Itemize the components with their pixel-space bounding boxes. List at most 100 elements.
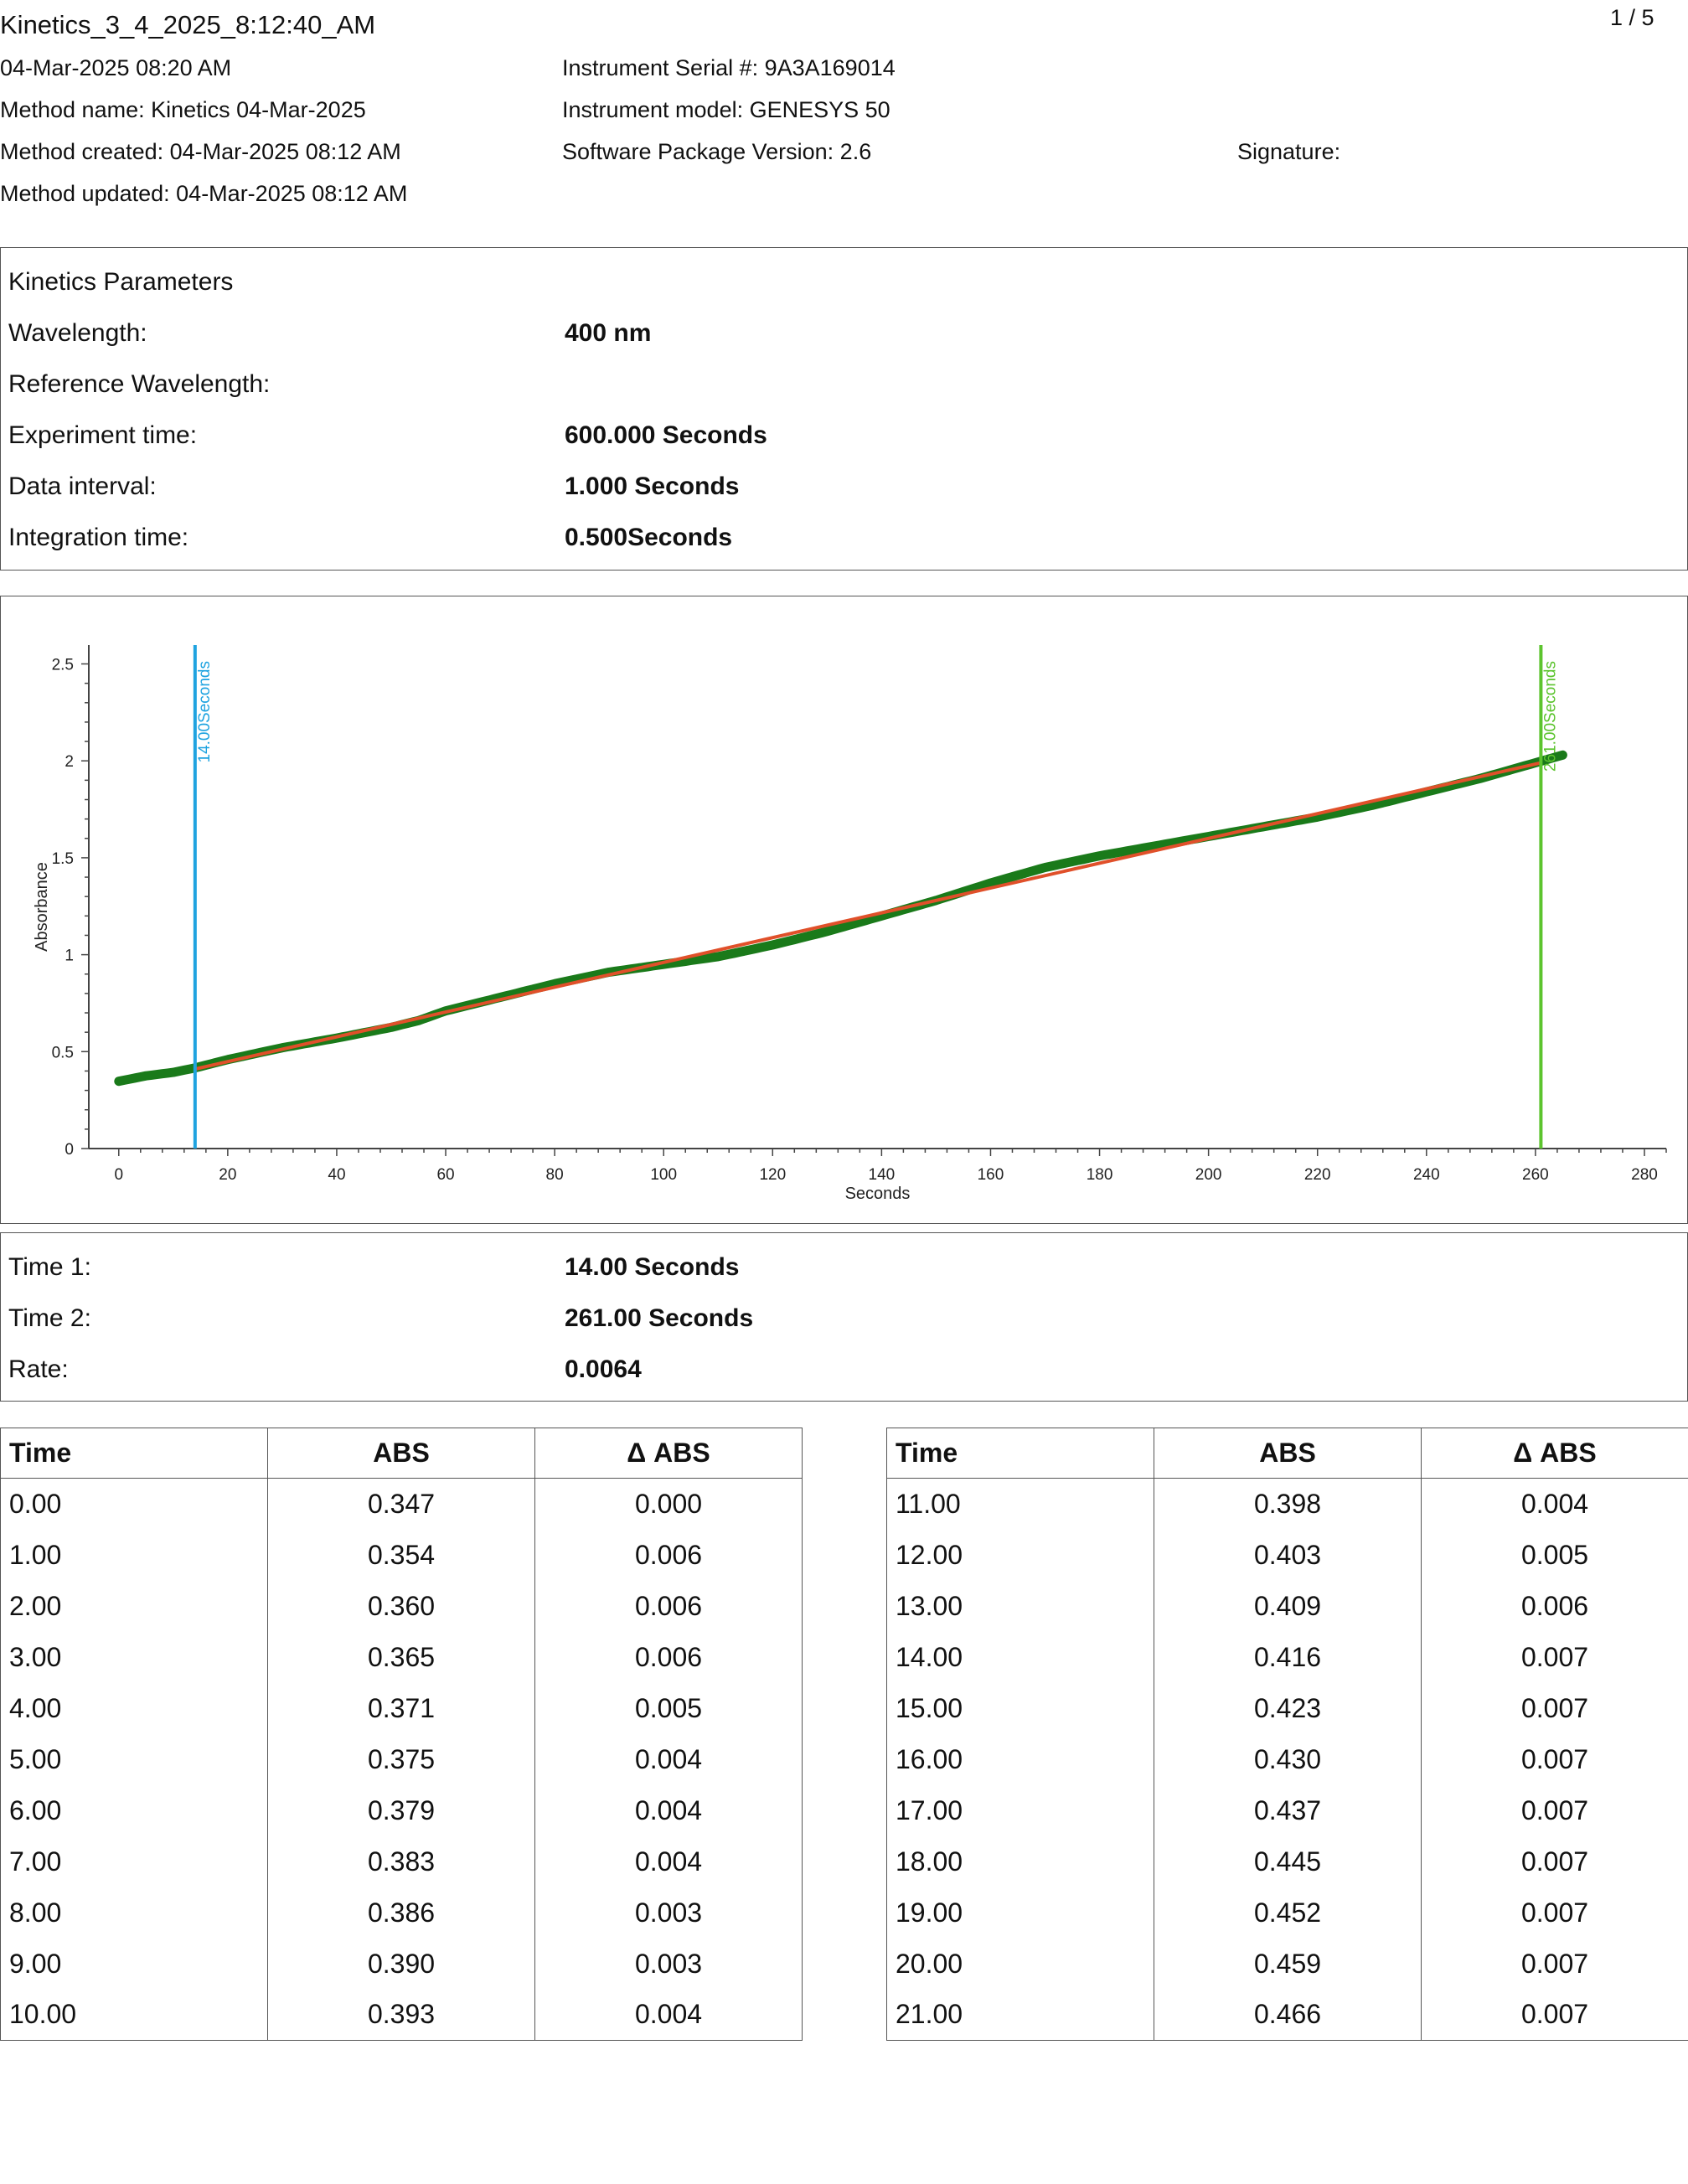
- cell-time: 16.00: [886, 1733, 1154, 1785]
- cell-delta-abs: 0.007: [1421, 1887, 1688, 1939]
- table-row: 6.00 0.379 0.004: [0, 1784, 803, 1836]
- y-tick-label: 1: [65, 947, 74, 965]
- cell-abs: 0.409: [1154, 1580, 1422, 1632]
- cell-abs: 0.416: [1154, 1631, 1422, 1683]
- cell-abs: 0.466: [1154, 1989, 1422, 2041]
- absorbance-data-band: [114, 750, 1567, 1087]
- cell-abs: 0.365: [267, 1631, 535, 1683]
- x-axis-label: Seconds: [845, 1185, 911, 1203]
- cell-time: 12.00: [886, 1529, 1154, 1581]
- x-tick-label: 40: [328, 1166, 345, 1184]
- cell-time: 0.00: [0, 1478, 268, 1530]
- method-name: Method name: Kinetics 04-Mar-2025: [0, 97, 366, 122]
- table-row: 11.00 0.398 0.004: [886, 1478, 1688, 1530]
- time1-marker-label: 14.00Seconds: [196, 661, 214, 763]
- param-label: Integration time:: [8, 524, 189, 551]
- column-header-abs: ABS: [267, 1428, 535, 1479]
- cell-delta-abs: 0.003: [534, 1938, 803, 1990]
- cell-time: 10.00: [0, 1989, 268, 2041]
- cell-delta-abs: 0.004: [534, 1784, 803, 1836]
- parameters-heading: Kinetics Parameters: [8, 268, 234, 296]
- cell-abs: 0.423: [1154, 1682, 1422, 1734]
- absorbance-chart: 14.00Seconds 261.00Seconds 0 20 40 60 80 100 12…: [33, 645, 1667, 1203]
- cell-delta-abs: 0.004: [1421, 1478, 1688, 1530]
- results-panel: Time 1: 14.00 Seconds Time 2: 261.00 Sec…: [0, 1232, 1688, 1402]
- cell-delta-abs: 0.007: [1421, 1733, 1688, 1785]
- cell-delta-abs: 0.005: [534, 1682, 803, 1734]
- x-tick-label: 20: [219, 1166, 236, 1184]
- table-row: 18.00 0.445 0.007: [886, 1835, 1688, 1887]
- table-row: 10.00 0.393 0.004: [0, 1989, 803, 2041]
- cell-time: 3.00: [0, 1631, 268, 1683]
- x-tick-label: 100: [650, 1166, 677, 1184]
- data-point: [1558, 751, 1567, 760]
- cell-delta-abs: 0.003: [534, 1887, 803, 1939]
- result-value: 14.00 Seconds: [565, 1253, 740, 1281]
- column-header-delta-abs: Δ ABS: [534, 1428, 803, 1479]
- software-version: Software Package Version: 2.6: [562, 139, 872, 164]
- page-number: 1 / 5: [1610, 5, 1654, 30]
- cell-time: 21.00: [886, 1989, 1154, 2041]
- x-tick-label: 120: [759, 1166, 786, 1184]
- cell-delta-abs: 0.000: [534, 1478, 803, 1530]
- time2-marker-label: 261.00Seconds: [1541, 661, 1559, 772]
- cell-time: 17.00: [886, 1784, 1154, 1836]
- table-header-row: Time ABS Δ ABS: [0, 1428, 803, 1479]
- y-tick-label: 2: [65, 753, 74, 771]
- table-row: 2.00 0.360 0.006: [0, 1580, 803, 1632]
- cell-time: 8.00: [0, 1887, 268, 1939]
- data-table-left: Time ABS Δ ABS 0.00 0.347 0.000 1.00 0.354 0.…: [0, 1428, 803, 2041]
- result-label: Time 1:: [8, 1253, 91, 1281]
- x-tick-label: 0: [114, 1166, 123, 1184]
- table-row: 19.00 0.452 0.007: [886, 1887, 1688, 1939]
- x-tick-label: 200: [1195, 1166, 1222, 1184]
- cell-abs: 0.360: [267, 1580, 535, 1632]
- x-tick-label: 60: [436, 1166, 454, 1184]
- result-value: 261.00 Seconds: [565, 1304, 754, 1332]
- table-row: 20.00 0.459 0.007: [886, 1938, 1688, 1990]
- table-row: 1.00 0.354 0.006: [0, 1529, 803, 1581]
- cell-time: 13.00: [886, 1580, 1154, 1632]
- cell-delta-abs: 0.007: [1421, 1938, 1688, 1990]
- table-row: 8.00 0.386 0.003: [0, 1887, 803, 1939]
- column-header-time: Time: [0, 1428, 268, 1479]
- x-tick-label: 260: [1522, 1166, 1549, 1184]
- cell-abs: 0.430: [1154, 1733, 1422, 1785]
- result-label: Rate:: [8, 1355, 69, 1383]
- cell-delta-abs: 0.004: [534, 1733, 803, 1785]
- instrument-model: Instrument model: GENESYS 50: [562, 97, 890, 122]
- column-header-abs: ABS: [1154, 1428, 1422, 1479]
- cell-time: 2.00: [0, 1580, 268, 1632]
- param-label: Reference Wavelength:: [8, 370, 271, 398]
- param-value: 600.000 Seconds: [565, 421, 767, 449]
- cell-abs: 0.452: [1154, 1887, 1422, 1939]
- result-label: Time 2:: [8, 1304, 91, 1332]
- param-label: Experiment time:: [8, 421, 198, 449]
- table-header-row: Time ABS Δ ABS: [886, 1428, 1688, 1479]
- cell-time: 6.00: [0, 1784, 268, 1836]
- cell-time: 5.00: [0, 1733, 268, 1785]
- x-tick-label: 280: [1631, 1166, 1658, 1184]
- signature-label: Signature:: [1237, 139, 1341, 164]
- method-updated: Method updated: 04-Mar-2025 08:12 AM: [0, 181, 408, 206]
- table-row: 12.00 0.403 0.005: [886, 1529, 1688, 1581]
- x-tick-label: 180: [1087, 1166, 1113, 1184]
- result-value: 0.0064: [565, 1355, 642, 1383]
- y-tick-label: 1.5: [52, 850, 74, 868]
- y-tick-label: 2.5: [52, 657, 74, 674]
- x-tick-label: 80: [546, 1166, 564, 1184]
- table-row: 3.00 0.365 0.006: [0, 1631, 803, 1683]
- cell-delta-abs: 0.007: [1421, 1989, 1688, 2041]
- cell-abs: 0.379: [267, 1784, 535, 1836]
- table-row: 9.00 0.390 0.003: [0, 1938, 803, 1990]
- cell-abs: 0.398: [1154, 1478, 1422, 1530]
- table-row: 17.00 0.437 0.007: [886, 1784, 1688, 1836]
- table-row: 13.00 0.409 0.006: [886, 1580, 1688, 1632]
- x-tick-label: 240: [1413, 1166, 1440, 1184]
- param-value: 400 nm: [565, 319, 652, 347]
- table-row: 7.00 0.383 0.004: [0, 1835, 803, 1887]
- cell-abs: 0.354: [267, 1529, 535, 1581]
- table-row: 4.00 0.371 0.005: [0, 1682, 803, 1734]
- cell-time: 7.00: [0, 1835, 268, 1887]
- cell-time: 9.00: [0, 1938, 268, 1990]
